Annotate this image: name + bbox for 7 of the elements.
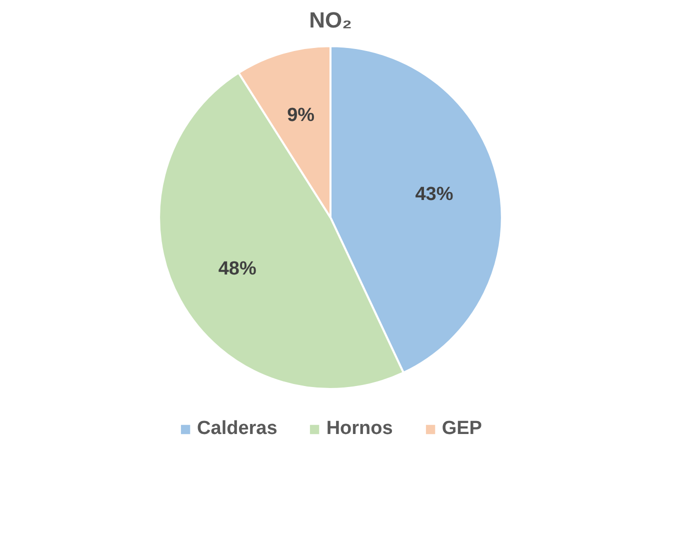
data-label: 9% (287, 104, 315, 126)
legend-label: Calderas (197, 418, 278, 440)
chart-title: NO₂ (309, 8, 352, 32)
data-label: 48% (218, 258, 256, 280)
legend-label: GEP (442, 418, 482, 440)
legend-label: Hornos (326, 418, 393, 440)
data-label: 43% (415, 184, 454, 205)
